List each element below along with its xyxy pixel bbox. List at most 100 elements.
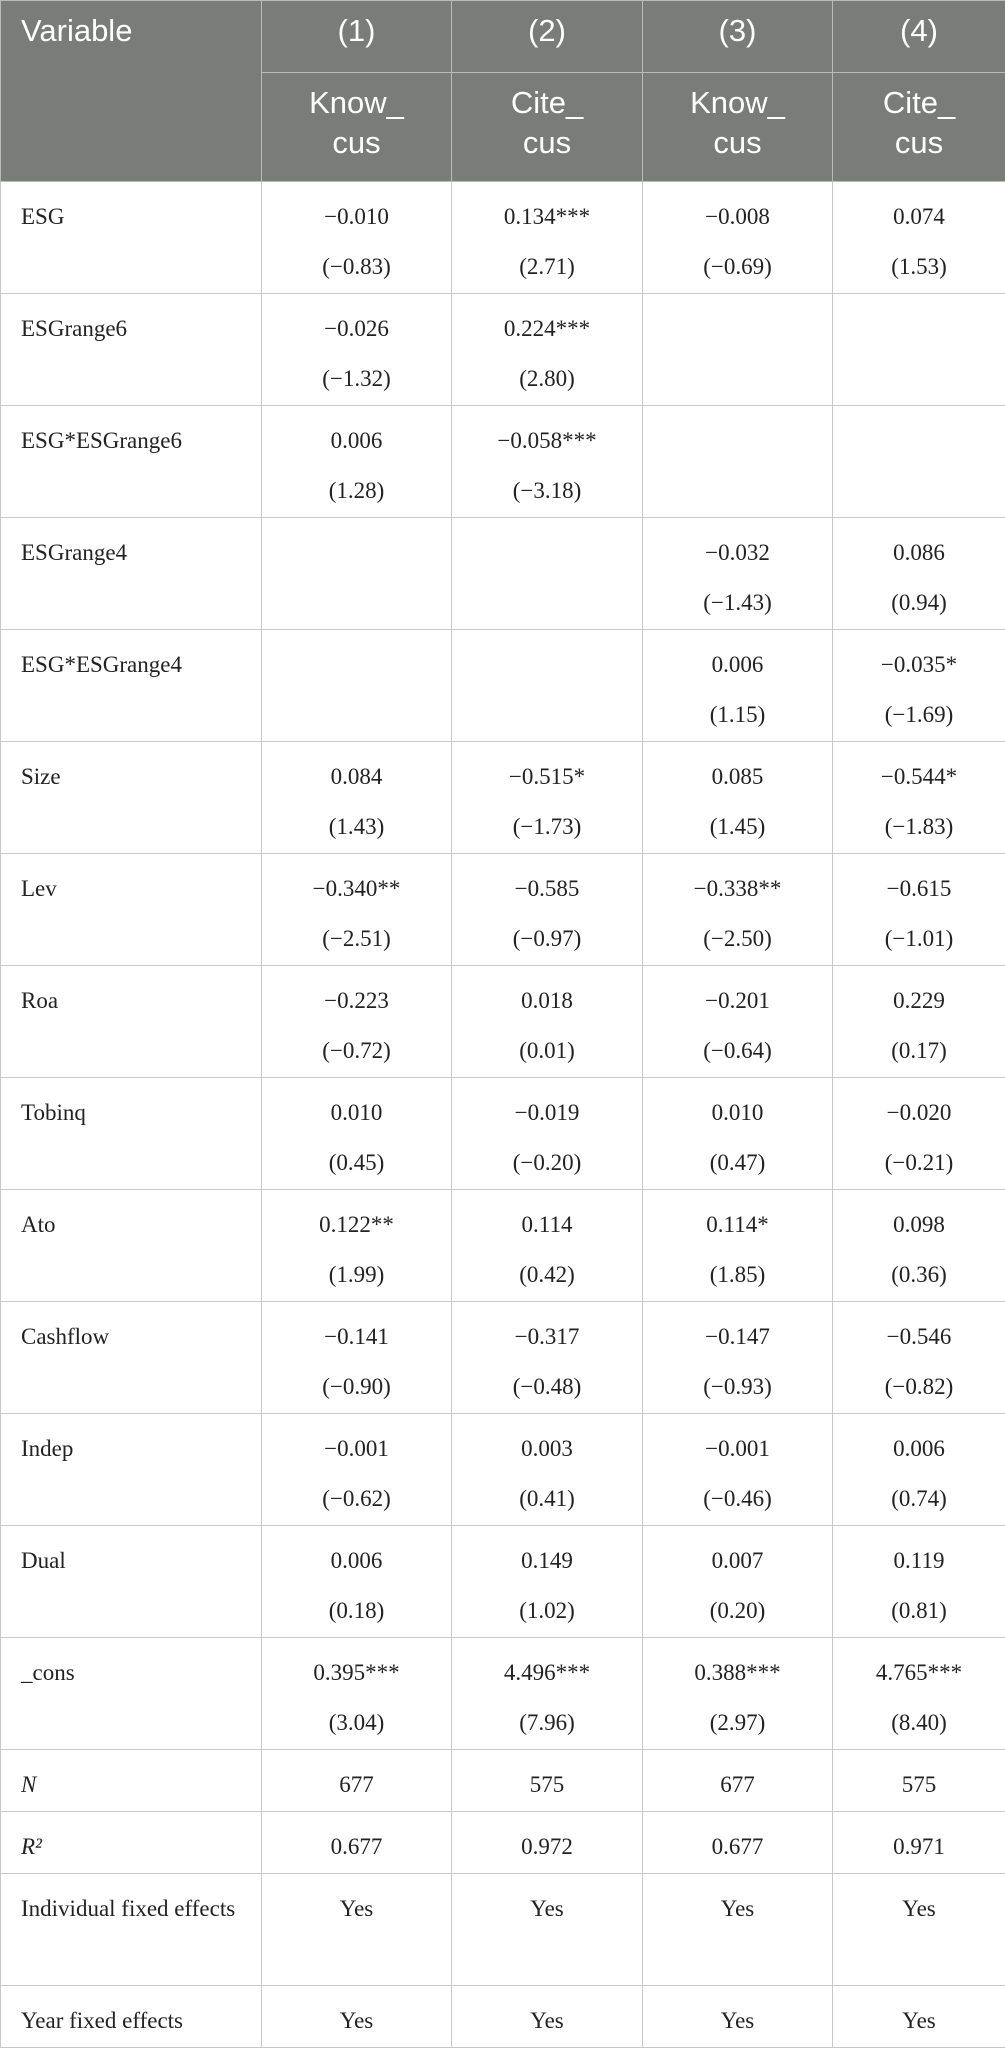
estimate-cell: 0.114 (0.42) — [451, 1189, 643, 1302]
coefficient: 0.229 — [893, 988, 945, 1013]
value-cell: 0.972 — [451, 1811, 643, 1874]
coefficient: 4.765*** — [875, 1660, 963, 1685]
t-statistic: (0.20) — [709, 1598, 766, 1623]
t-statistic: (−0.21) — [884, 1150, 954, 1175]
value-cell: 677 — [642, 1749, 833, 1812]
t-statistic: (2.71) — [519, 254, 575, 279]
estimate-cell: −0.019 (−0.20) — [451, 1077, 643, 1190]
column-number: (3) — [642, 0, 833, 73]
t-statistic: (1.45) — [709, 814, 766, 839]
coefficient: −0.338** — [693, 876, 782, 901]
coefficient: 0.134*** — [503, 204, 591, 229]
t-statistic: (7.96) — [519, 1710, 575, 1735]
estimate-cell: 0.006 (1.15) — [642, 629, 833, 742]
t-statistic: (−2.51) — [322, 926, 391, 951]
table-row: ESG −0.010 (−0.83) 0.134*** (2.71) −0.008 (−0.… — [0, 181, 1005, 294]
estimate-cell: −0.058*** (−3.18) — [451, 405, 643, 518]
header-line: Know_ — [309, 85, 404, 120]
estimate-cell: −0.001 (−0.62) — [261, 1413, 452, 1526]
estimate-cell: −0.317 (−0.48) — [451, 1301, 643, 1414]
value-cell: Yes — [261, 1873, 452, 1986]
estimate-cell: 4.496*** (7.96) — [451, 1637, 643, 1750]
table-body: ESG −0.010 (−0.83) 0.134*** (2.71) −0.008 (−0.… — [0, 181, 1005, 2048]
t-statistic: (1.28) — [328, 478, 385, 503]
empty-cell — [261, 517, 452, 630]
estimate-cell: −0.001 (−0.46) — [642, 1413, 833, 1526]
row-label: ESG*ESGrange6 — [0, 405, 262, 518]
estimate-cell: −0.223 (−0.72) — [261, 965, 452, 1078]
coefficient: −0.035* — [880, 652, 958, 677]
coefficient: −0.147 — [705, 1324, 770, 1349]
t-statistic: (−1.32) — [322, 366, 391, 391]
coefficient: 0.006 — [893, 1436, 945, 1461]
coefficient: 0.395*** — [313, 1660, 400, 1685]
estimate-cell: 0.084 (1.43) — [261, 741, 452, 854]
estimate-cell: −0.340** (−2.51) — [261, 853, 452, 966]
table-row: _cons 0.395*** (3.04) 4.496*** (7.96) 0.388**… — [0, 1637, 1005, 1750]
t-statistic: (0.18) — [328, 1598, 385, 1623]
estimate-cell: 0.010 (0.47) — [642, 1077, 833, 1190]
t-statistic: (−0.72) — [322, 1038, 391, 1063]
estimate-cell: 0.122** (1.99) — [261, 1189, 452, 1302]
coefficient: 0.006 — [330, 1548, 383, 1573]
column-number: (2) — [451, 0, 643, 73]
t-statistic: (−0.64) — [703, 1038, 772, 1063]
coefficient: 0.114 — [521, 1212, 573, 1237]
value-cell: 575 — [451, 1749, 643, 1812]
t-statistic: (−0.46) — [703, 1486, 772, 1511]
t-statistic: (1.15) — [709, 702, 766, 727]
empty-cell — [451, 629, 643, 742]
t-statistic: (0.94) — [891, 590, 947, 615]
estimate-cell: −0.020 (−0.21) — [832, 1077, 1005, 1190]
t-statistic: (−1.43) — [703, 590, 772, 615]
t-statistic: (−1.73) — [512, 814, 582, 839]
coefficient: −0.020 — [886, 1100, 952, 1125]
column-number: (4) — [832, 0, 1005, 73]
estimate-cell: −0.615 (−1.01) — [832, 853, 1005, 966]
empty-cell — [642, 293, 833, 406]
t-statistic: (−0.83) — [322, 254, 391, 279]
t-statistic: (0.74) — [891, 1486, 947, 1511]
row-label: Tobinq — [0, 1077, 262, 1190]
row-label: Size — [0, 741, 262, 854]
t-statistic: (−0.93) — [703, 1374, 772, 1399]
coefficient: −0.008 — [705, 204, 770, 229]
coefficient: 0.114* — [706, 1212, 769, 1237]
row-label: N — [0, 1749, 262, 1812]
t-statistic: (1.85) — [709, 1262, 766, 1287]
row-label: ESGrange6 — [0, 293, 262, 406]
coefficient: 0.119 — [893, 1548, 945, 1573]
t-statistic: (0.42) — [519, 1262, 575, 1287]
table-row: Size 0.084 (1.43) −0.515* (−1.73) 0.085 (1.45)… — [0, 741, 1005, 854]
header-line: cus — [713, 125, 762, 160]
table-row: R² 0.677 0.972 0.677 0.971 — [0, 1811, 1005, 1874]
estimate-cell: −0.546 (−0.82) — [832, 1301, 1005, 1414]
empty-cell — [261, 629, 452, 742]
empty-cell — [832, 405, 1005, 518]
table-row: Year fixed effects Yes Yes Yes Yes — [0, 1985, 1005, 2048]
coefficient: 0.018 — [521, 988, 573, 1013]
coefficient: 0.224*** — [503, 316, 591, 341]
coefficient: −0.001 — [705, 1436, 770, 1461]
coefficient: 4.496*** — [503, 1660, 591, 1685]
column-number: (1) — [261, 0, 452, 73]
header-line: cus — [522, 125, 572, 160]
row-label: ESG*ESGrange4 — [0, 629, 262, 742]
table-row: ESGrange6 −0.026 (−1.32) 0.224*** (2.80) — [0, 293, 1005, 406]
estimate-cell: 0.149 (1.02) — [451, 1525, 643, 1638]
row-label: Indep — [0, 1413, 262, 1526]
estimate-cell: 0.395*** (3.04) — [261, 1637, 452, 1750]
row-label: Lev — [0, 853, 262, 966]
t-statistic: (−0.48) — [512, 1374, 582, 1399]
coefficient: 0.007 — [711, 1548, 764, 1573]
estimate-cell: 0.098 (0.36) — [832, 1189, 1005, 1302]
t-statistic: (0.41) — [519, 1486, 575, 1511]
coefficient: −0.615 — [886, 876, 952, 901]
header-line: cus — [332, 125, 381, 160]
t-statistic: (1.43) — [328, 814, 385, 839]
estimate-cell: 0.018 (0.01) — [451, 965, 643, 1078]
coefficient: 0.098 — [893, 1212, 945, 1237]
estimate-cell: −0.515* (−1.73) — [451, 741, 643, 854]
t-statistic: (0.47) — [709, 1150, 766, 1175]
